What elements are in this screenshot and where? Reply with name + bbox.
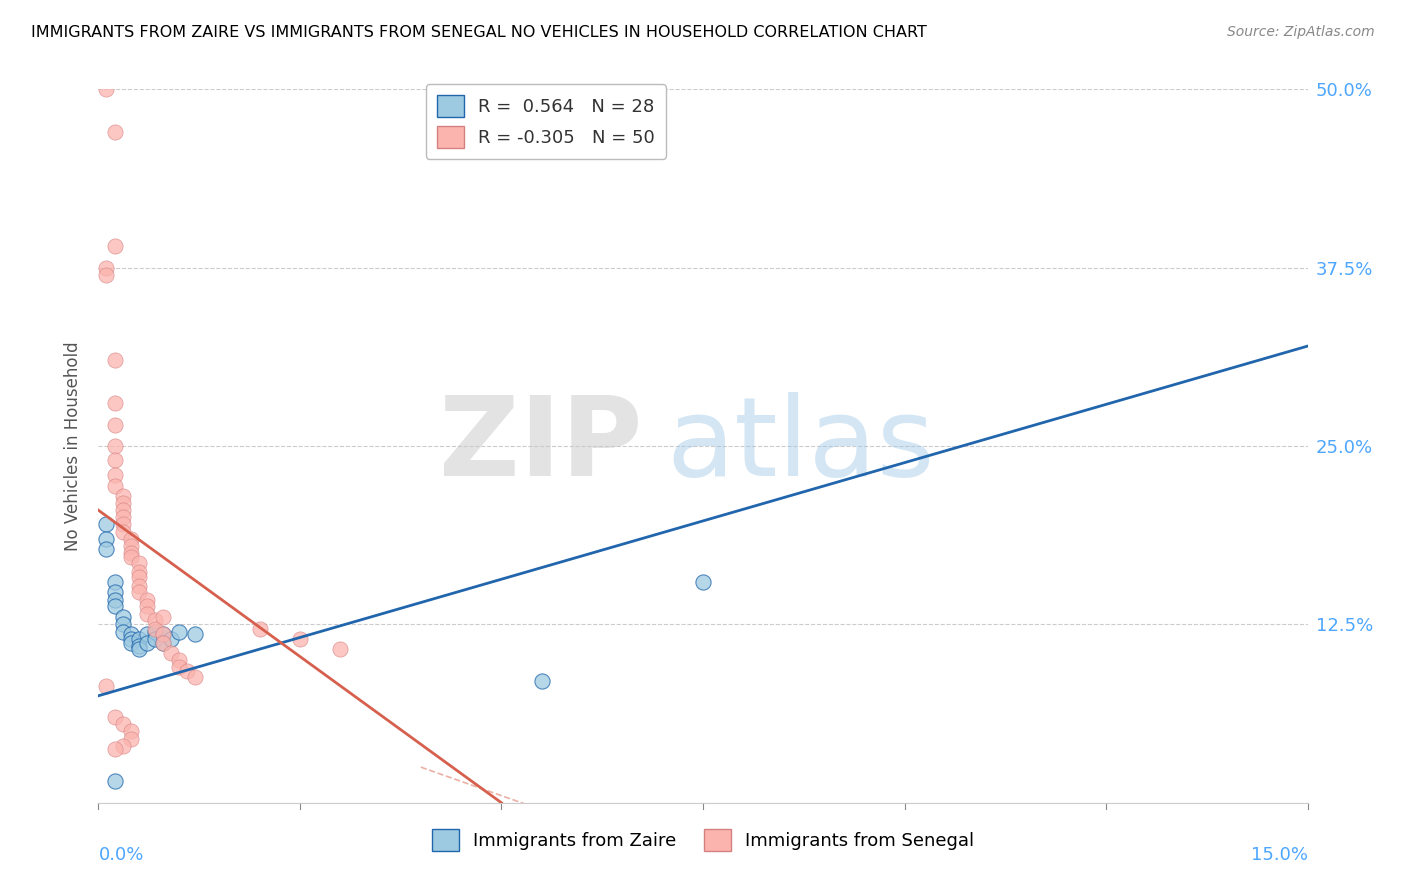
Point [143, 622, 166, 636]
Point [152, 636, 174, 650]
Point [103, 439, 125, 453]
Point [103, 593, 125, 607]
Point [176, 665, 198, 679]
Point [111, 503, 134, 517]
Point [135, 599, 157, 613]
Point [128, 565, 150, 579]
Point [103, 741, 125, 756]
Point [103, 774, 125, 789]
Point [111, 624, 134, 639]
Point [103, 574, 125, 589]
Legend: Immigrants from Zaire, Immigrants from Senegal: Immigrants from Zaire, Immigrants from S… [425, 822, 981, 858]
Point [128, 641, 150, 656]
Point [184, 627, 207, 641]
Point [111, 510, 134, 524]
Point [120, 636, 142, 650]
Point [111, 717, 134, 731]
Point [120, 546, 142, 560]
Point [530, 674, 553, 689]
Point [111, 617, 134, 632]
Text: IMMIGRANTS FROM ZAIRE VS IMMIGRANTS FROM SENEGAL NO VEHICLES IN HOUSEHOLD CORREL: IMMIGRANTS FROM ZAIRE VS IMMIGRANTS FROM… [31, 25, 927, 40]
Point [111, 610, 134, 624]
Point [128, 639, 150, 653]
Point [152, 627, 174, 641]
Text: Source: ZipAtlas.com: Source: ZipAtlas.com [1227, 25, 1375, 39]
Point [152, 627, 174, 641]
Point [103, 417, 125, 432]
Point [103, 479, 125, 493]
Point [111, 517, 134, 532]
Point [167, 653, 190, 667]
Point [96, 268, 118, 282]
Point [152, 610, 174, 624]
Point [111, 739, 134, 753]
Point [249, 622, 271, 636]
Text: 0.0%: 0.0% [98, 846, 143, 863]
Point [288, 632, 311, 646]
Point [120, 627, 142, 641]
Point [143, 613, 166, 627]
Point [96, 260, 118, 275]
Point [143, 624, 166, 639]
Point [96, 541, 118, 556]
Point [152, 636, 174, 650]
Text: atlas: atlas [666, 392, 935, 500]
Point [135, 627, 157, 641]
Point [103, 710, 125, 724]
Point [103, 396, 125, 410]
Point [103, 599, 125, 613]
Point [103, 353, 125, 368]
Point [103, 584, 125, 599]
Point [128, 632, 150, 646]
Point [160, 632, 183, 646]
Point [143, 632, 166, 646]
Point [120, 731, 142, 746]
Point [167, 624, 190, 639]
Point [103, 467, 125, 482]
Point [96, 82, 118, 96]
Text: ZIP: ZIP [439, 392, 643, 500]
Point [111, 489, 134, 503]
Point [111, 496, 134, 510]
Point [128, 579, 150, 593]
Point [135, 593, 157, 607]
Point [692, 574, 714, 589]
Point [128, 570, 150, 584]
Point [103, 453, 125, 467]
Point [184, 670, 207, 684]
Point [329, 641, 352, 656]
Point [120, 724, 142, 739]
Point [96, 679, 118, 693]
Text: 15.0%: 15.0% [1250, 846, 1308, 863]
Point [96, 517, 118, 532]
Point [135, 636, 157, 650]
Point [160, 646, 183, 660]
Point [120, 539, 142, 553]
Point [128, 584, 150, 599]
Point [167, 660, 190, 674]
Point [103, 239, 125, 253]
Point [103, 125, 125, 139]
Point [120, 550, 142, 565]
Point [111, 524, 134, 539]
Point [135, 607, 157, 622]
Point [96, 532, 118, 546]
Point [128, 556, 150, 570]
Point [120, 532, 142, 546]
Y-axis label: No Vehicles in Household: No Vehicles in Household [65, 341, 83, 551]
Point [120, 632, 142, 646]
